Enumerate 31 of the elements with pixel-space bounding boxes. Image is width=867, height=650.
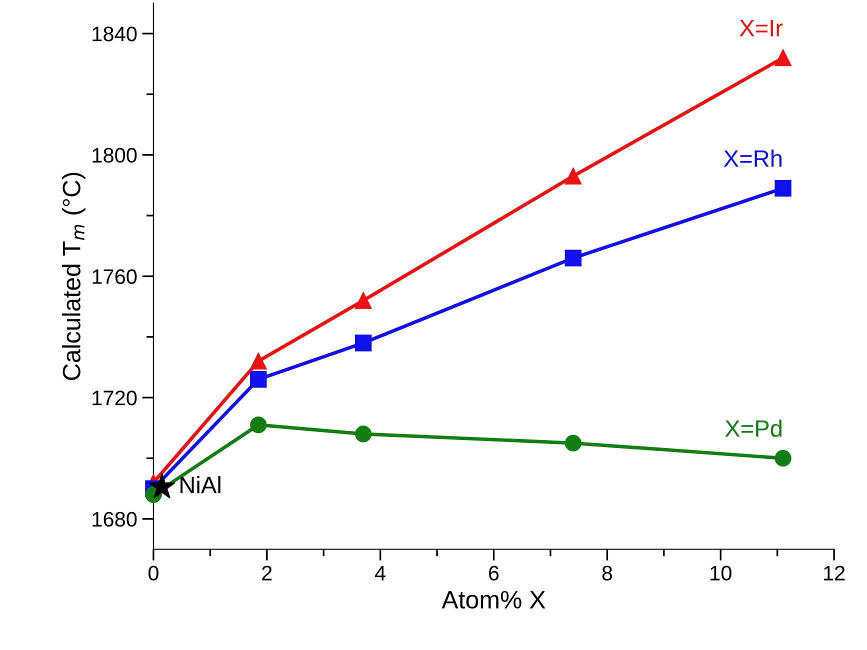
point (774, 180, 792, 197)
x-tick-label: 0 (148, 566, 158, 581)
y-tick-label: 1760 (92, 269, 137, 284)
y-axis-title: Calculated T$_{m}$ (°C) (62, 172, 86, 380)
series-label: X=Rh (724, 150, 782, 167)
y-tick-label: 1800 (92, 148, 137, 163)
series-label: NiAl (180, 476, 220, 494)
y-tick-label: 1840 (92, 26, 137, 42)
point (250, 416, 267, 434)
x-tick-label: 10 (710, 566, 732, 581)
point (774, 450, 792, 467)
point (564, 434, 582, 452)
point (148, 473, 176, 498)
point (354, 426, 372, 442)
point (774, 50, 792, 66)
point (564, 250, 582, 266)
y-tick-label: 1720 (92, 390, 137, 406)
point (354, 334, 372, 352)
x-tick-label: 8 (602, 566, 612, 581)
x-tick-label: 12 (824, 566, 845, 580)
point (564, 168, 582, 184)
point (250, 371, 267, 388)
series-label: X=Pd (725, 420, 782, 437)
x-tick-label: 4 (375, 566, 386, 580)
series-label: X=Ir (740, 20, 783, 36)
point (354, 292, 372, 309)
y-tick-label: 1680 (92, 512, 137, 527)
x-axis-title: Atom% X (442, 590, 546, 609)
x-tick-label: 6 (489, 566, 499, 581)
x-tick-label: 2 (262, 566, 272, 580)
point (250, 352, 267, 370)
